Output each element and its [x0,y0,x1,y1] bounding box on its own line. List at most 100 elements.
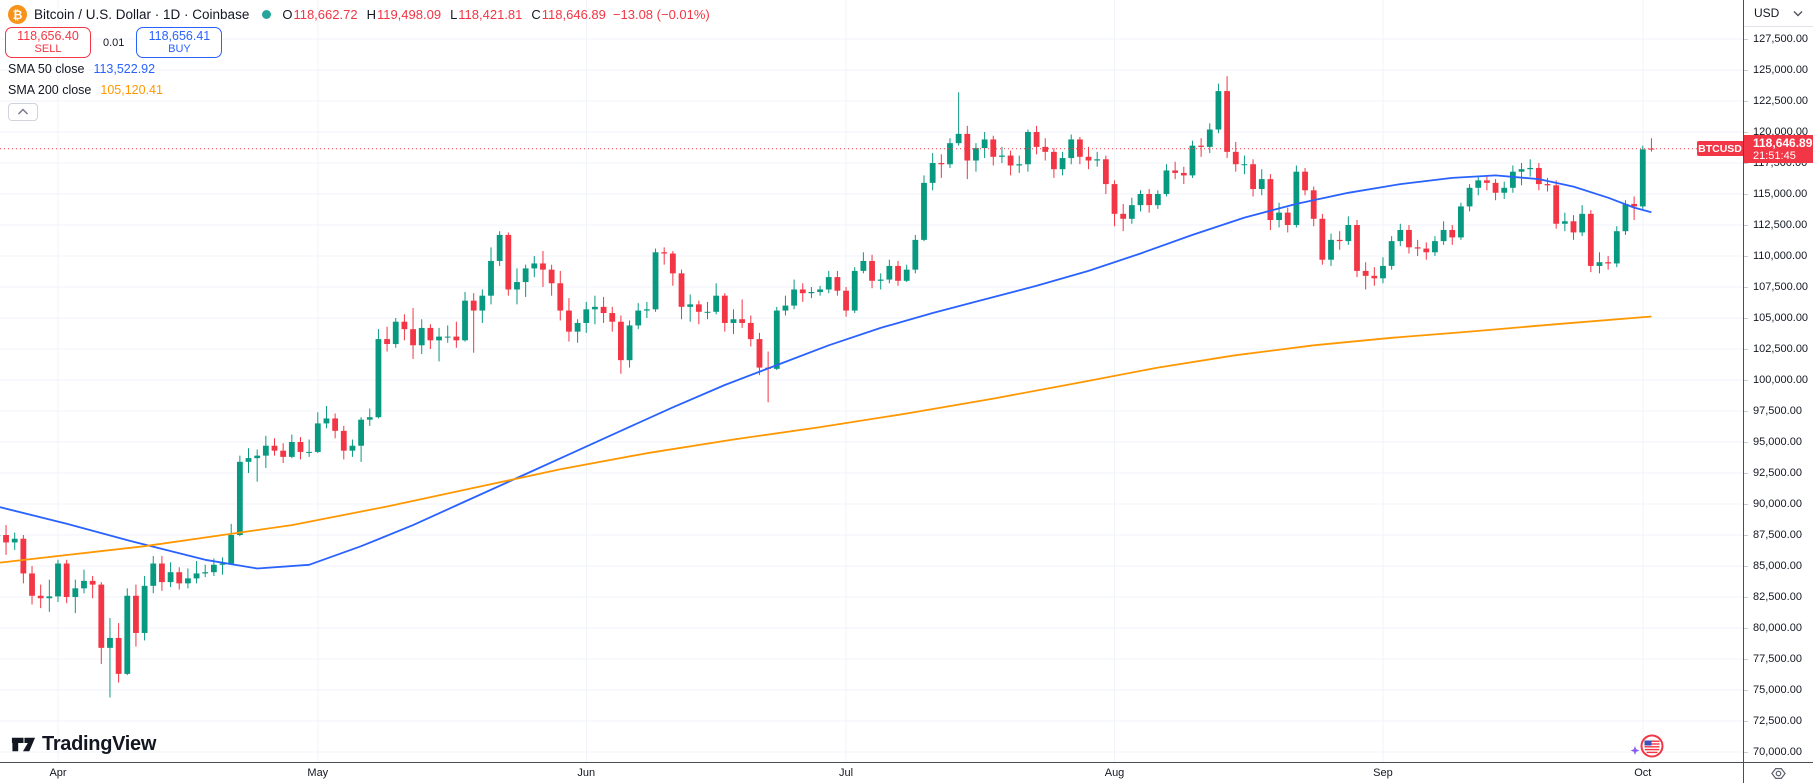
last-price-value: 118,646.89 [1753,136,1813,151]
time-tick-label: Sep [1373,767,1393,779]
time-tick-label: Jun [577,767,596,779]
price-tick-mark [1744,380,1748,381]
price-tick-mark [1744,132,1748,133]
indicator-name: SMA 50 close [8,62,85,76]
price-tick-mark [1744,566,1748,567]
time-tick-label: Aug [1104,767,1125,779]
ohlc-item: L118,421.81 [450,7,523,22]
price-tick-label: 77,500.00 [1753,652,1802,665]
collapse-legend-button[interactable] [8,103,38,121]
price-tick-label: 110,000.00 [1753,249,1808,262]
axis-settings-button[interactable] [1744,762,1813,783]
price-tick-label: 107,500.00 [1753,280,1809,293]
trade-buttons: 118,656.40 SELL 0.01 118,656.41 BUY [5,27,223,58]
price-tick-label: 120,000.00 [1753,125,1809,138]
price-tick-mark [1744,70,1748,71]
price-tick-mark [1744,101,1748,102]
price-tick-mark [1744,473,1748,474]
price-tick-mark [1744,628,1748,629]
currency-label: USD [1754,6,1780,20]
gear-icon [1771,767,1786,779]
price-tick-label: 75,000.00 [1753,683,1802,696]
price-tick-label: 122,500.00 [1753,94,1809,107]
grid-layer [0,0,1743,762]
price-tick-label: 90,000.00 [1753,497,1802,510]
price-tick-label: 100,000.00 [1753,373,1809,386]
price-tick-label: 82,500.00 [1753,590,1802,603]
price-tick-label: 70,000.00 [1753,745,1802,758]
price-tick-mark [1744,349,1748,350]
us-flag-event-marker-icon[interactable] [1628,733,1668,766]
price-tick-label: 102,500.00 [1753,342,1809,355]
price-tick-label: 80,000.00 [1753,621,1802,634]
chevron-up-icon [17,108,29,115]
sma-50-line[interactable] [0,174,1652,570]
price-tick-mark [1744,318,1748,319]
indicator-row-sma50[interactable]: SMA 50 close 113,522.92 [8,62,155,76]
symbol-title[interactable]: Bitcoin / U.S. Dollar · 1D · Coinbase [34,7,250,22]
price-tick-label: 112,500.00 [1753,218,1808,231]
sma-200-line[interactable] [0,315,1652,564]
bitcoin-logo-icon: ₿ [8,5,27,24]
price-tick-mark [1744,287,1748,288]
spread-value: 0.01 [103,36,125,49]
price-tick-mark [1744,535,1748,536]
market-open-dot-icon [262,10,272,19]
time-axis[interactable]: Apr May Jun Jul Aug Sep Oct [0,762,1743,783]
sell-button[interactable]: 118,656.40 SELL [5,27,91,58]
price-tick-label: 92,500.00 [1753,466,1802,479]
ohlc-item: H119,498.09 [366,7,442,22]
price-tick-mark [1744,597,1748,598]
price-tick-label: 72,500.00 [1753,714,1802,727]
tradingview-wordmark: TradingView [42,733,157,755]
currency-selector[interactable]: USD [1744,0,1813,27]
price-tick-label: 115,000.00 [1753,187,1808,200]
price-axis[interactable]: USD 127,500.00 125,000.00 122,500.00 120,00… [1743,0,1813,783]
price-tick-label: 105,000.00 [1753,311,1809,324]
price-tick-mark [1744,225,1748,226]
time-tick-label: May [307,767,329,779]
time-tick-label: Oct [1634,767,1652,779]
ohlc-item: O118,662.72 [282,7,358,22]
last-price-axis-label: 118,646.89 21:51:45 [1744,135,1813,164]
buy-button[interactable]: 118,656.41 BUY [136,27,223,58]
price-tick-label: 85,000.00 [1753,559,1802,572]
price-tick-mark [1744,504,1748,505]
price-tick-mark [1744,194,1748,195]
time-tick-label: Apr [49,767,67,779]
candles-layer [0,76,1655,698]
buy-label: BUY [168,43,191,55]
price-tick-mark [1744,39,1748,40]
chevron-down-icon [1793,10,1803,16]
price-tick-mark [1744,442,1748,443]
sell-label: SELL [34,43,62,55]
price-change: −13.08 (−0.01%) [612,7,710,22]
price-tick-mark [1744,411,1748,412]
ohlc-item: C118,646.89 [531,7,606,22]
indicator-row-sma200[interactable]: SMA 200 close 105,120.41 [8,83,163,97]
price-tick-mark [1744,752,1748,753]
indicator-value: 105,120.41 [100,83,163,97]
tradingview-mark-icon [11,737,36,752]
price-tick-label: 97,500.00 [1753,404,1802,417]
price-tick-mark [1744,163,1748,164]
ohlc-values: O118,662.72 H119,498.09 L118,421.81 C118,64… [282,7,606,22]
chart-canvas[interactable] [0,0,1743,762]
price-tick-label: 87,500.00 [1753,528,1802,541]
price-tick-mark [1744,721,1748,722]
indicator-name: SMA 200 close [8,83,92,97]
sell-price: 118,656.40 [17,29,79,43]
overlays-layer [0,174,1652,570]
tradingview-logo[interactable]: TradingView [10,731,156,758]
bar-close-countdown: 21:51:45 [1753,150,1796,163]
price-tick-label: 95,000.00 [1753,435,1802,448]
chart-plot-area[interactable]: ₿ Bitcoin / U.S. Dollar · 1D · Coinbase … [0,0,1743,762]
price-tick-mark [1744,690,1748,691]
symbol-header: ₿ Bitcoin / U.S. Dollar · 1D · Coinbase … [8,5,710,24]
indicator-value: 113,522.92 [93,62,156,76]
price-tick-label: 125,000.00 [1753,63,1809,76]
last-price-symbol-chip: BTCUSD [1697,141,1743,157]
price-tick-mark [1744,256,1748,257]
price-tick-label: 127,500.00 [1753,32,1809,45]
